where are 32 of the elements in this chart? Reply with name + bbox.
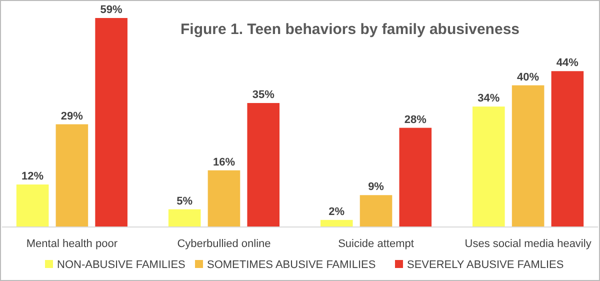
data-label: 16%	[212, 156, 236, 168]
data-label: 40%	[517, 71, 540, 84]
bar	[16, 184, 49, 227]
bar	[208, 170, 240, 227]
legend-label: SEVERELY ABUSIVE FAMLIES	[407, 259, 564, 271]
chart-title: Figure 1. Teen behaviors by family abusiveness	[180, 21, 520, 38]
bar	[472, 106, 505, 227]
data-label: 5%	[176, 195, 193, 208]
x-tick-label: Uses social media heavily	[464, 238, 592, 250]
legend-label: NON-ABUSIVE FAMILIES	[57, 259, 186, 271]
x-tick-label: Suicide attempt	[338, 238, 414, 250]
x-tick-label: Mental health poor	[26, 238, 118, 250]
bar	[512, 85, 544, 227]
data-label: 12%	[22, 170, 44, 182]
bar	[247, 103, 280, 227]
bar	[320, 220, 353, 227]
data-label: 2%	[328, 206, 345, 218]
bar	[399, 128, 432, 227]
data-label: 34%	[478, 92, 500, 105]
data-label: 29%	[60, 110, 84, 122]
data-label: 28%	[404, 114, 427, 126]
bar	[56, 124, 88, 227]
data-label: 59%	[100, 4, 123, 16]
legend-label: SOMETIMES ABUSIVE FAMILIES	[207, 259, 376, 271]
bar	[95, 18, 128, 227]
bar	[360, 195, 392, 227]
data-label: 35%	[252, 89, 275, 102]
bar	[551, 71, 584, 227]
bar	[168, 209, 201, 227]
x-tick-label: Cyberbullied online	[177, 238, 271, 250]
data-label: 9%	[368, 181, 384, 194]
data-label: 44%	[556, 57, 579, 70]
